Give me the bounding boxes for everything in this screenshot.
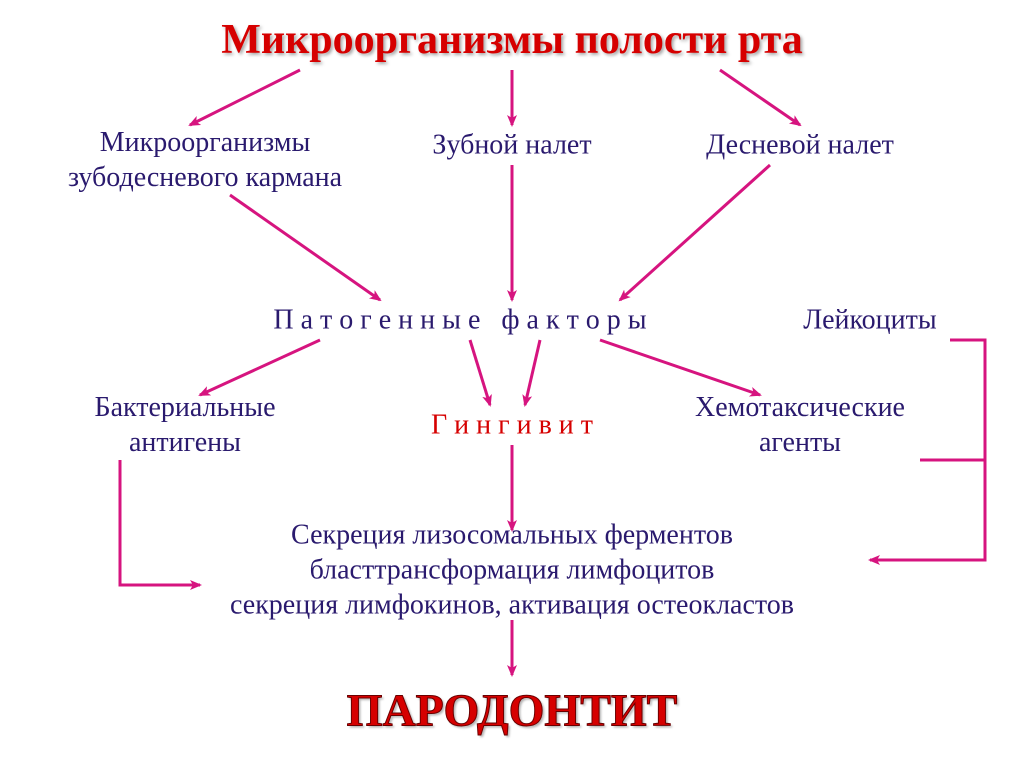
node-title: Микроорганизмы полости рта	[221, 14, 803, 67]
arrow-11	[120, 460, 200, 585]
node-chemotactic: Хемотаксические агенты	[695, 390, 905, 460]
node-periodontitis: ПАРОДОНТИТ	[347, 681, 678, 739]
arrow-layer	[0, 0, 1024, 768]
arrow-9	[525, 340, 540, 405]
arrow-12	[870, 460, 985, 560]
node-dental_plaque: Зубной налет	[432, 128, 591, 163]
node-secretion: Секреция лизосомальных ферментов бласттр…	[230, 518, 794, 623]
node-gingival_plaque: Десневой налет	[706, 128, 894, 163]
node-leukocytes: Лейкоциты	[803, 303, 936, 338]
node-bact_antigens: Бактериальные антигены	[94, 390, 275, 460]
node-pocket: Микроорганизмы зубодесневого кармана	[68, 125, 342, 195]
node-gingivitis: Г и н г и в и т	[431, 408, 593, 443]
arrow-13	[950, 340, 985, 460]
arrow-3	[230, 195, 380, 300]
node-pathogenic: П а т о г е н н ы е ф а к т о р ы	[273, 303, 646, 338]
arrow-0	[190, 70, 300, 125]
arrow-5	[620, 165, 770, 300]
arrow-7	[470, 340, 490, 405]
arrow-2	[720, 70, 800, 125]
arrow-8	[600, 340, 760, 395]
arrow-6	[200, 340, 320, 395]
